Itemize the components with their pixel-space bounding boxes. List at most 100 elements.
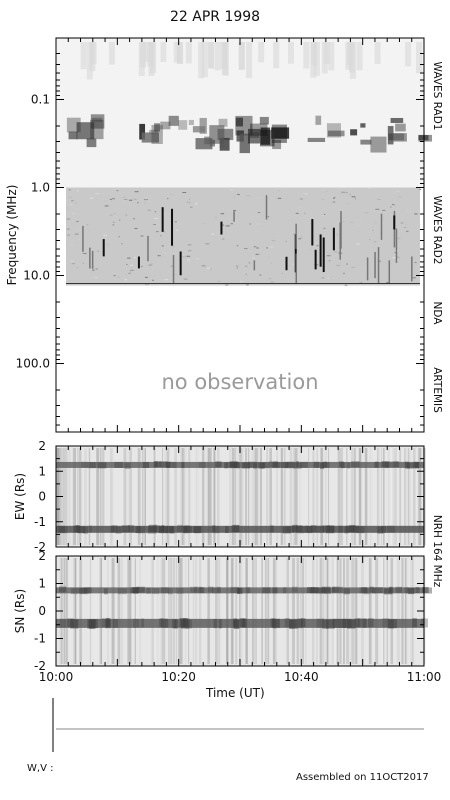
nrh-label: NRH 164 MHz [431,515,443,588]
rad2-noise [71,263,76,265]
nrh-sn-band-texture [237,587,244,594]
rad2-noise [71,200,74,202]
rad2-noise [414,262,417,264]
nrh-sn-stripe [410,558,412,664]
nrh-sn-band-texture [146,587,151,594]
rad2-noise [148,264,153,266]
nrh-ew-stripe [88,448,91,545]
rad1-stripe [288,42,295,64]
rad2-noise [164,279,169,281]
nrh-ew-stripe [182,448,185,545]
nrh-sn-stripe [390,558,394,664]
nrh-ew-stripe [294,448,298,545]
nrh-ew-stripe [216,448,220,545]
rad2-noise [360,217,364,219]
rad2-noise [404,224,408,226]
nrh-sn-stripe [350,558,354,664]
nrh-sn-stripe [159,558,163,664]
nrh-ew-band-texture [286,461,295,468]
nrh-ew-band-texture [138,526,145,534]
nrh-sn-band-texture [216,586,221,593]
rad2-noise [321,277,325,279]
rad2-noise [113,212,116,214]
rad2-noise [182,192,187,194]
rad2-noise [66,218,71,220]
rad2-noise [349,194,351,196]
rad2-noise [212,266,216,268]
nrh-sn-band-texture [193,586,203,593]
nrh-ew-band-texture [198,461,206,468]
nrh-ew-band-texture [87,462,97,469]
nrh-ew-band [56,525,424,533]
rad2-noise [135,279,139,281]
rad1-blob [86,138,97,148]
nrh-sn-stripe [139,558,142,664]
nrh-ew-band-texture [58,525,65,533]
nrh-ew-stripe [316,448,319,545]
nrh-ew-band-texture [352,525,359,533]
nrh-ew-band-texture [355,526,365,534]
rad1-blob [151,124,163,144]
y-tick-label: 2 [38,549,46,563]
nrh-sn-stripe [325,558,328,664]
rad1-stripe [147,42,154,67]
rad2-noise [67,207,69,209]
nrh-sn-stripe [86,558,89,664]
rad1-stripe [185,42,192,64]
rad2-noise [92,268,97,270]
rad1-stripe [108,42,115,65]
nrh-ew-band-texture [229,461,238,468]
rad2-noise [167,198,169,200]
nrh-ew-stripe [175,448,177,545]
rad2-noise [111,198,116,200]
nrh-ew-band-texture [230,462,237,469]
nrh-sn-stripe [81,558,85,664]
nrh-ew-stripe [307,448,310,545]
nrh-sn-stripe [121,558,123,664]
rad2-noise [67,196,72,198]
rad2-noise [256,223,259,225]
nrh-ew-band-texture [181,462,185,469]
rad2-noise [173,274,177,276]
y-axis-title: Frequency (MHz) [5,185,19,286]
rad2-noise [221,238,225,240]
nrh-sn-stripe [134,558,136,664]
rad2-noise [368,187,371,189]
nrh-ew-band-texture [142,461,150,468]
rad1-stripe [328,42,335,71]
nrh-sn-stripe [195,558,198,664]
rad2-noise [164,252,167,254]
rad2-noise [182,256,186,258]
nrh-ew-stripe [410,448,413,545]
nrh-ew-band-texture [340,462,346,469]
nrh-sn-band-texture [104,588,108,595]
nrh-sn-stripe [128,558,132,664]
x-axis-title: Time (UT) [206,686,265,700]
nrh-sn-band-texture [133,618,140,628]
nrh-ew-band-texture [171,461,177,468]
nrh-ew-stripe [76,448,79,545]
nrh-sn-stripe [291,558,295,664]
nrh-ew-band-texture [233,461,240,468]
nrh-ew-band-texture [270,525,274,533]
nrh-ew-band-texture [253,462,258,469]
rad1-blob [188,119,194,126]
rad2-noise [149,263,154,265]
rad2-noise [342,272,346,274]
rad2-noise [244,265,248,267]
rad2-noise [112,224,115,226]
nrh-ew-stripe [250,448,254,545]
rad2-noise [103,235,108,237]
rad1-blob [91,117,103,122]
rad2-burst [380,213,383,240]
rad2-noise [187,259,190,261]
nrh-sn-band-texture [332,586,340,593]
nrh-ew-band-texture [296,525,303,533]
rad2-noise [140,235,144,237]
nrh-ew-band-texture [382,461,391,468]
rad2-noise [230,223,233,225]
rad2-noise [155,199,159,201]
rad1-stripe [160,42,167,63]
nrh-ew-band-texture [153,461,162,468]
nrh-sn-stripe [111,558,115,664]
